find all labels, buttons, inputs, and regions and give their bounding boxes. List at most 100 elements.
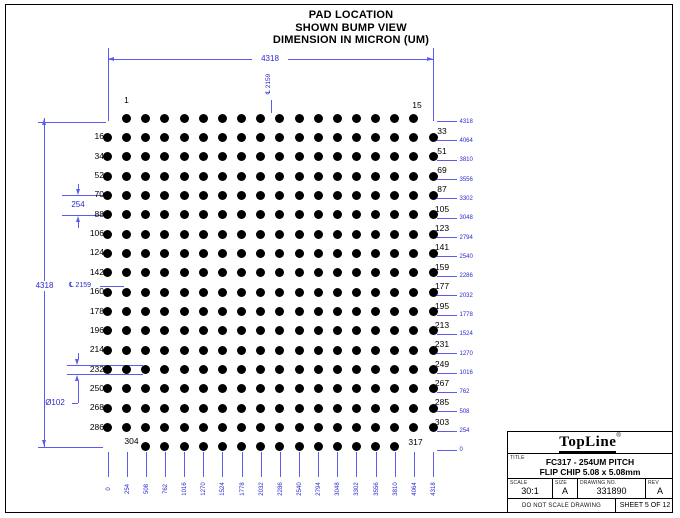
bump-pad	[256, 423, 266, 433]
bottom-tick-line	[375, 452, 377, 477]
right-tick-line	[437, 314, 457, 316]
right-tick-label: 2540	[459, 253, 473, 260]
bump-pad	[428, 326, 438, 336]
bump-pad	[198, 403, 208, 413]
bump-pad	[237, 132, 247, 142]
bump-pad	[198, 210, 208, 220]
bump-pad	[275, 384, 285, 394]
bump-pad	[332, 326, 342, 336]
bump-pad	[351, 132, 361, 142]
do-not-scale-note: DO NOT SCALE DRAWING	[521, 503, 601, 509]
bump-pad	[294, 210, 304, 220]
bump-pad	[179, 384, 189, 394]
bump-pad	[313, 423, 323, 433]
bump-pad	[332, 229, 342, 239]
bump-pad	[122, 268, 132, 278]
pitch-dim-label: 254	[71, 199, 85, 209]
bump-pad	[409, 365, 419, 375]
drawing-title: PAD LOCATION SHOWN BUMP VIEW DIMENSION I…	[230, 9, 472, 47]
bump-pad	[313, 152, 323, 162]
bump-pad	[256, 210, 266, 220]
bump-pad	[371, 132, 381, 142]
bump-pad	[371, 423, 381, 433]
bump-pad	[256, 171, 266, 181]
centerline-top-label: ℄ 2159	[265, 73, 272, 95]
right-tick-line	[437, 121, 457, 122]
row-label-left: 178	[89, 305, 104, 316]
bump-pad	[198, 384, 208, 394]
bump-pad	[237, 423, 247, 433]
bump-pad	[294, 132, 304, 142]
row-label-right: 303	[434, 416, 450, 427]
sheet-number: SHEET 5 OF 12	[619, 502, 671, 509]
bump-pad	[275, 190, 285, 200]
diameter-dim-leader-vertical	[77, 380, 79, 403]
bottom-tick-line	[299, 452, 300, 477]
bump-pad	[409, 190, 419, 200]
title-block-logo-row: TopLine®	[508, 432, 672, 454]
bump-pad	[428, 248, 438, 258]
right-tick-label: 1270	[459, 350, 473, 357]
bump-pad	[428, 423, 438, 433]
row-label-left: 232	[89, 363, 104, 374]
bottom-tick-line	[107, 452, 109, 477]
rev-value: A	[656, 486, 663, 496]
bump-pad	[351, 152, 361, 162]
bump-pad	[428, 268, 438, 278]
bump-pad	[198, 229, 208, 239]
bump-pad	[351, 113, 361, 123]
right-tick-label: 508	[459, 408, 470, 415]
bump-pad	[428, 403, 438, 413]
bump-pad	[160, 384, 170, 394]
bump-pad	[141, 248, 151, 258]
bump-pad	[313, 365, 323, 375]
rev-label: REV	[648, 480, 659, 486]
bottom-tick-line	[356, 452, 358, 477]
right-tick-line	[437, 256, 457, 258]
right-tick-label: 2794	[459, 234, 473, 241]
bottom-tick-label: 0	[105, 487, 112, 491]
bump-pad	[390, 384, 400, 394]
bump-pad	[160, 171, 170, 181]
part-title-line1: FC317 - 254UM PITCH	[545, 457, 635, 467]
bottom-tick-label: 3048	[335, 482, 342, 496]
bottom-tick-label: 254	[124, 484, 131, 495]
bump-pad	[198, 113, 208, 123]
row-label-right: 213	[434, 319, 450, 330]
scale-label: SCALE	[510, 480, 528, 486]
bump-pad	[390, 287, 400, 297]
bump-pad	[428, 190, 438, 200]
right-tick-label: 3556	[459, 176, 473, 183]
bump-pad	[198, 132, 208, 142]
bump-pad	[103, 287, 112, 297]
bump-pad	[256, 248, 266, 258]
bump-pad	[198, 152, 208, 162]
bump-pad	[313, 171, 323, 181]
bump-pad	[409, 171, 419, 181]
top-dim-arrow-left	[108, 56, 114, 61]
pad-label-last-top: 15	[412, 100, 422, 110]
bump-pad	[122, 365, 132, 375]
bump-pad	[428, 152, 438, 162]
bump-pad	[390, 365, 400, 375]
right-tick-label: 3048	[459, 215, 473, 222]
bump-pad	[179, 152, 189, 162]
bump-pad	[256, 365, 266, 375]
title-field-label: TITLE	[510, 455, 525, 461]
size-cell: SIZE A	[553, 479, 578, 498]
bump-pad	[275, 152, 285, 162]
right-tick-line	[437, 372, 457, 374]
bump-pad	[237, 229, 247, 239]
bump-pad	[275, 210, 285, 220]
row-label-right: 33	[437, 126, 447, 137]
right-tick-line	[437, 430, 457, 432]
right-tick-label: 0	[459, 447, 463, 454]
right-tick-label: 1524	[459, 331, 473, 338]
bump-pad	[103, 365, 112, 375]
bump-pad	[122, 229, 132, 239]
left-dim-arrow-bottom	[41, 440, 46, 446]
bump-pad	[122, 307, 132, 316]
bump-pad	[103, 326, 112, 336]
bump-pad	[141, 171, 151, 181]
